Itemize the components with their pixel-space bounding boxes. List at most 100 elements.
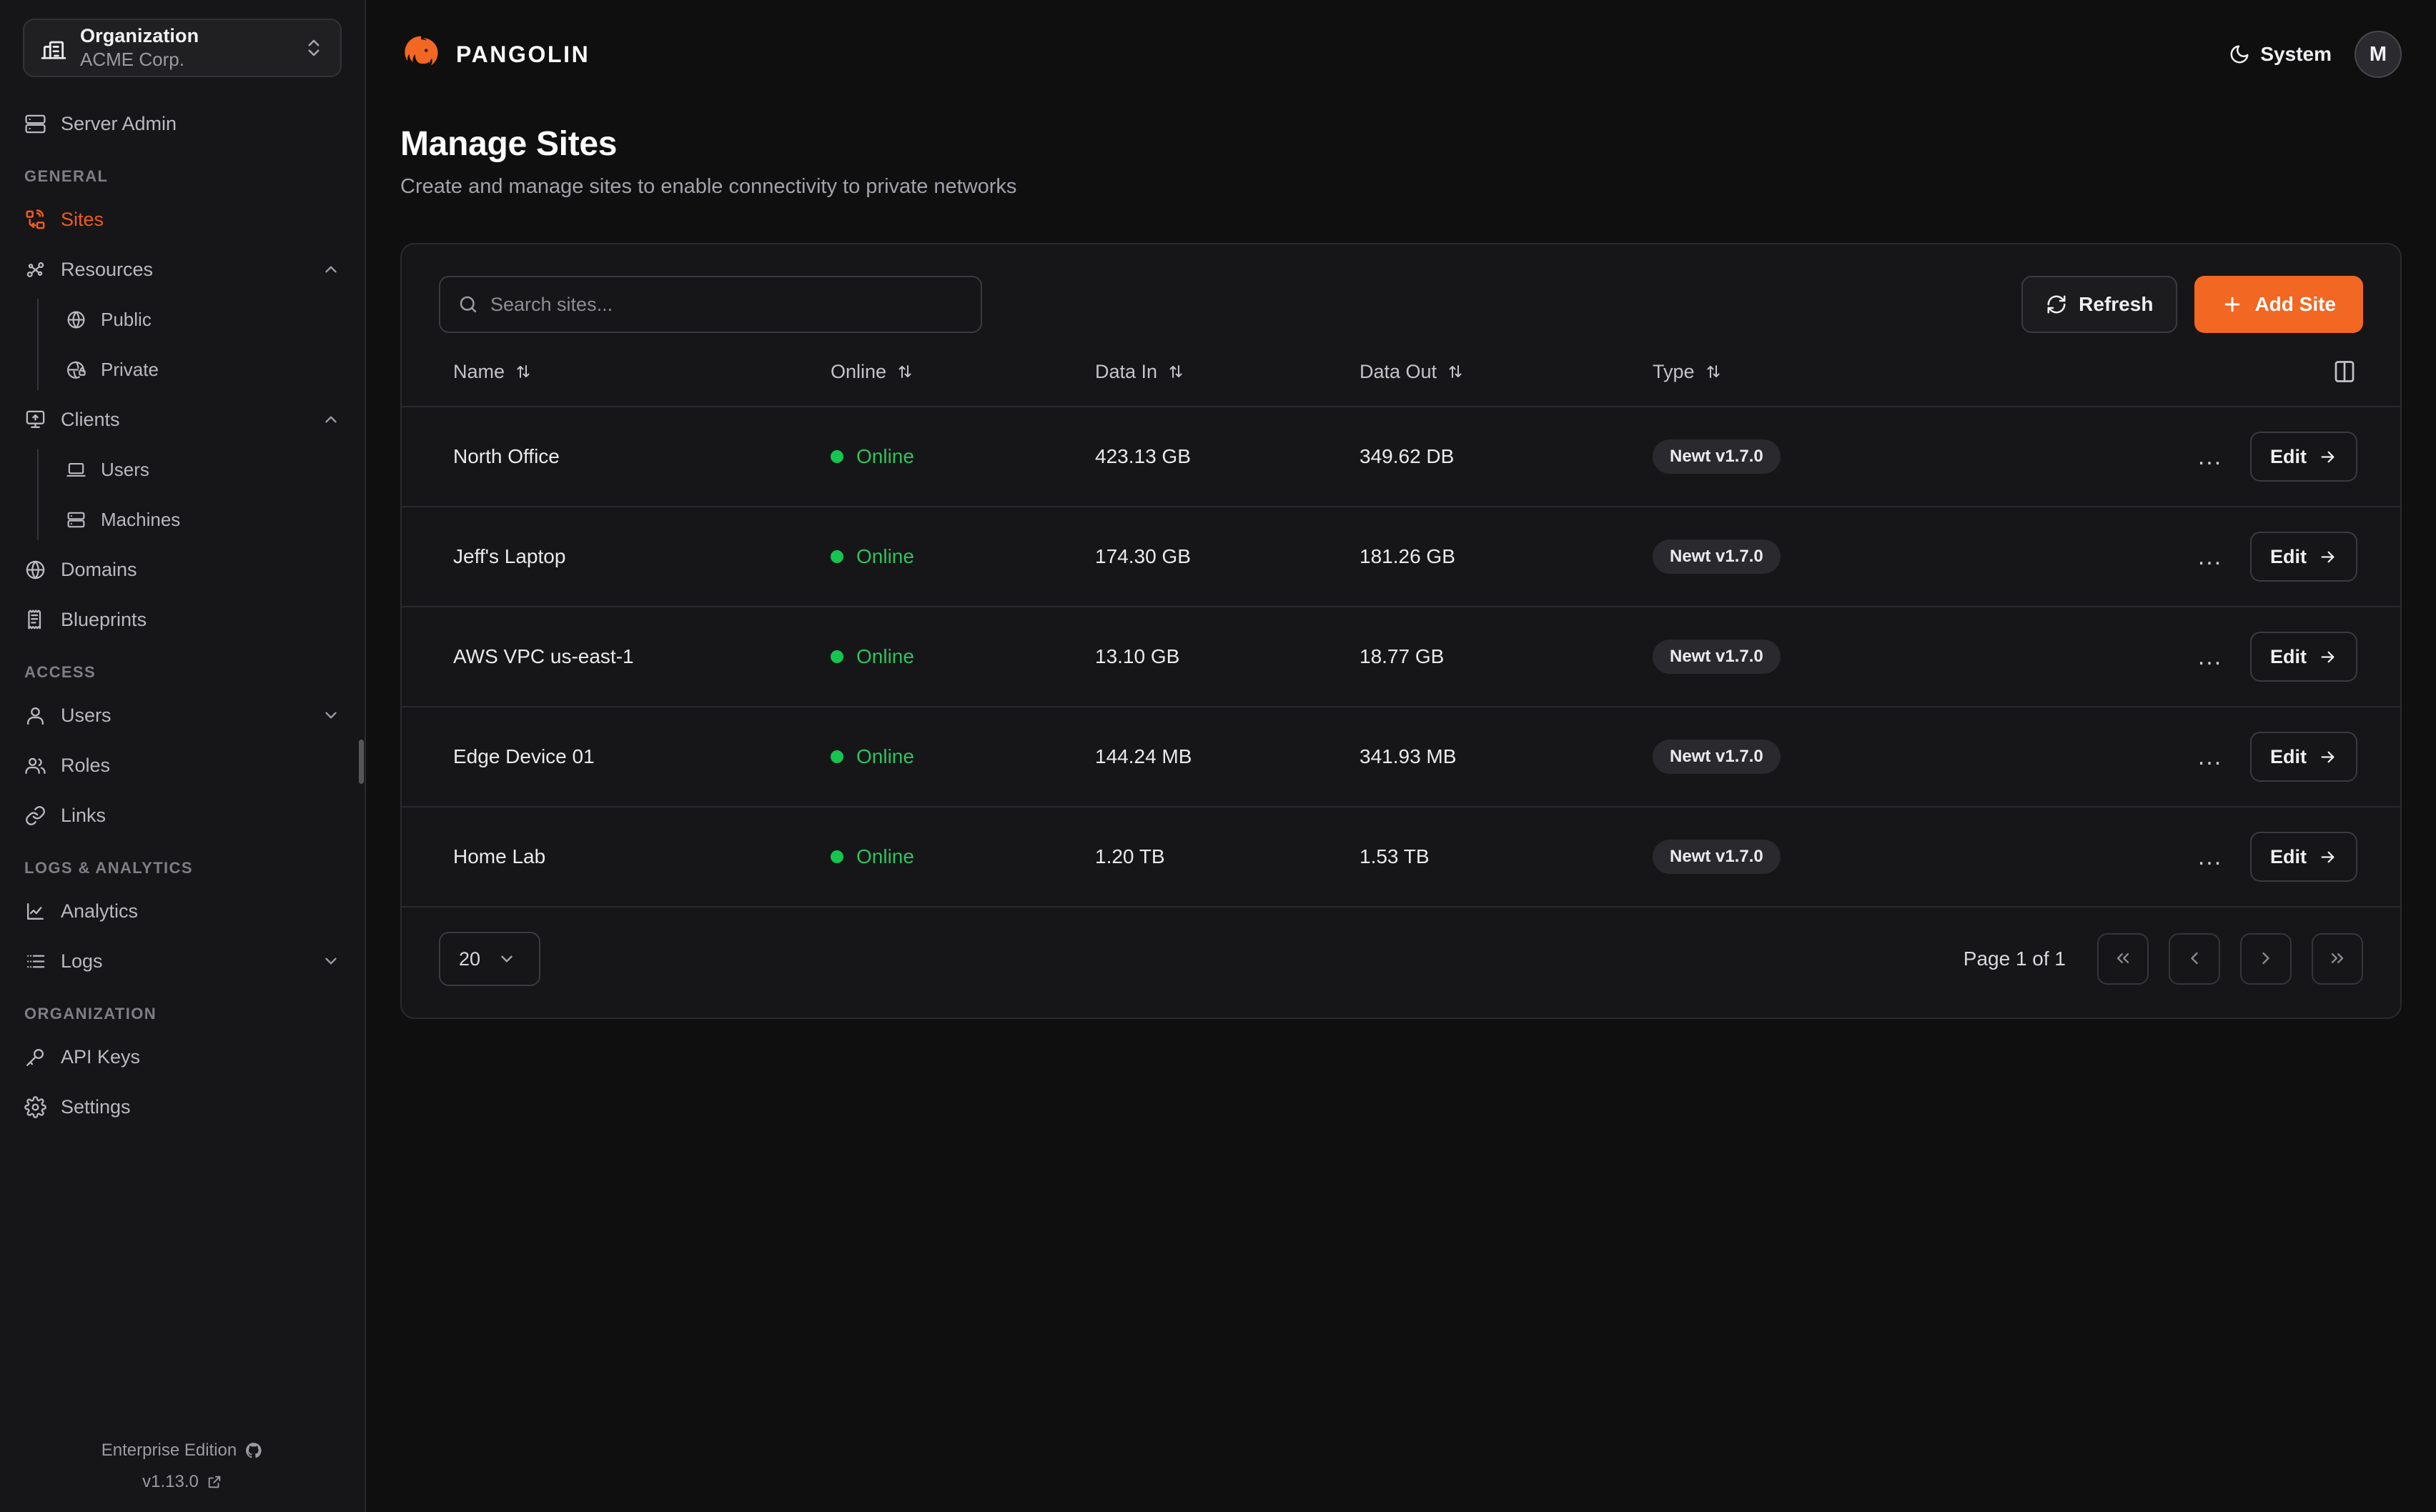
org-switcher-name: ACME Corp. [80,49,184,70]
refresh-button[interactable]: Refresh [2021,276,2178,333]
row-menu-button[interactable]: ... [2197,843,2223,870]
sidebar-item-api-keys[interactable]: API Keys [0,1032,365,1082]
sidebar-scrollbar[interactable] [359,740,364,784]
sidebar-item-client-users[interactable]: Users [37,444,365,494]
page-size-value: 20 [459,948,481,970]
chevron-up-icon[interactable] [322,410,340,429]
version-link[interactable]: v1.13.0 [142,1472,222,1492]
column-header-actions [2053,359,2400,407]
avatar[interactable]: M [2355,31,2402,78]
server-icon [24,113,46,135]
sidebar-item-sites[interactable]: Sites [0,194,365,244]
search-box[interactable] [439,276,982,333]
sidebar-item-resources[interactable]: Resources [0,244,365,294]
column-header-online[interactable]: Online [831,359,1095,407]
sidebar-item-analytics[interactable]: Analytics [0,886,365,936]
sidebar-item-public[interactable]: Public [37,294,365,344]
edit-button[interactable]: Edit [2250,732,2357,782]
cell-data-in: 13.10 GB [1095,606,1360,707]
cell-type: Newt v1.7.0 [1653,406,2053,507]
edit-button[interactable]: Edit [2250,432,2357,482]
sidebar-subgroup-clients: Users Machines [37,444,365,544]
edit-button[interactable]: Edit [2250,832,2357,882]
prev-page-button[interactable] [2169,933,2220,985]
row-menu-button[interactable]: ... [2197,543,2223,570]
column-header-data-in[interactable]: Data In [1095,359,1360,407]
arrow-right-icon [2318,547,2337,567]
cell-name: North Office [402,406,831,507]
edit-label: Edit [2270,445,2307,467]
add-site-button[interactable]: Add Site [2194,276,2363,333]
sort-icon [1447,363,1464,380]
sidebar-section-logs-analytics: LOGS & ANALYTICS [24,859,193,877]
cell-online: Online [831,706,1095,807]
first-page-button[interactable] [2097,933,2149,985]
sidebar-item-settings[interactable]: Settings [0,1082,365,1132]
list-icon [24,950,46,973]
last-page-button[interactable] [2312,933,2363,985]
sidebar-item-private[interactable]: Private [37,344,365,394]
chevrons-left-icon [2113,948,2133,970]
brand-name: PANGOLIN [456,41,590,67]
columns-icon[interactable] [2332,359,2357,384]
search-input[interactable] [490,293,964,316]
sidebar-item-label: Server Admin [61,112,177,134]
edit-button[interactable]: Edit [2250,632,2357,682]
type-badge: Newt v1.7.0 [1653,840,1781,874]
column-header-data-out[interactable]: Data Out [1360,359,1653,407]
column-header-type[interactable]: Type [1653,359,2053,407]
sidebar-item-clients[interactable]: Clients [0,394,365,444]
laptop-icon [66,459,86,480]
cell-type: Newt v1.7.0 [1653,806,2053,906]
table-header-row: Name Online [402,359,2400,407]
sidebar-item-links[interactable]: Links [0,790,365,840]
sidebar-item-logs[interactable]: Logs [0,936,365,986]
table-row[interactable]: AWS VPC us-east-1 Online 13.10 GB 18.77 … [402,606,2400,707]
sidebar-item-label: Public [101,308,152,330]
version-label: v1.13.0 [142,1472,199,1491]
moon-icon [2229,44,2250,65]
sidebar-item-label: Resources [61,258,154,280]
next-page-button[interactable] [2240,933,2292,985]
monitor-up-icon [24,409,46,431]
sites-table: Name Online [402,359,2400,906]
row-menu-button[interactable]: ... [2197,643,2223,670]
sidebar-item-users[interactable]: Users [0,690,365,740]
cell-data-out: 1.53 TB [1360,806,1653,906]
chevron-down-icon[interactable] [322,952,340,970]
sidebar-item-server-admin[interactable]: Server Admin [0,99,365,149]
row-menu-button[interactable]: ... [2197,443,2223,470]
status-badge: Online [856,645,914,667]
cell-name: Edge Device 01 [402,706,831,807]
chevron-down-icon[interactable] [322,706,340,725]
cell-data-out: 181.26 GB [1360,506,1653,607]
sidebar-item-blueprints[interactable]: Blueprints [0,595,365,645]
theme-toggle[interactable]: System [2229,43,2332,66]
table-row[interactable]: North Office Online 423.13 GB 349.62 DB … [402,406,2400,507]
cell-data-out: 349.62 DB [1360,406,1653,507]
sidebar-item-label: Machines [101,508,181,530]
main-content: PANGOLIN System M Manage Sites Create an… [366,0,2436,1512]
chevron-up-down-icon [303,37,325,59]
org-switcher-label: Organization [80,25,199,46]
row-menu-button[interactable]: ... [2197,743,2223,770]
chevron-up-icon[interactable] [322,260,340,279]
table-row[interactable]: Home Lab Online 1.20 TB 1.53 TB Newt v1.… [402,806,2400,906]
page-size-select[interactable]: 20 [439,932,540,986]
org-switcher[interactable]: Organization ACME Corp. [23,19,342,77]
table-row[interactable]: Edge Device 01 Online 144.24 MB 341.93 M… [402,706,2400,807]
column-header-name[interactable]: Name [402,359,831,407]
arrow-right-icon [2318,447,2337,467]
sidebar-item-roles[interactable]: Roles [0,740,365,790]
gear-icon [24,1095,46,1118]
edition-link[interactable]: Enterprise Edition [102,1441,263,1461]
table-row[interactable]: Jeff's Laptop Online 174.30 GB 181.26 GB… [402,506,2400,607]
sidebar-item-domains[interactable]: Domains [0,544,365,595]
column-label: Data Out [1360,360,1437,382]
globe-icon [66,309,86,330]
status-badge: Online [856,745,914,767]
brand[interactable]: PANGOLIN [400,34,590,75]
edit-button[interactable]: Edit [2250,532,2357,582]
sidebar-item-machines[interactable]: Machines [37,494,365,544]
